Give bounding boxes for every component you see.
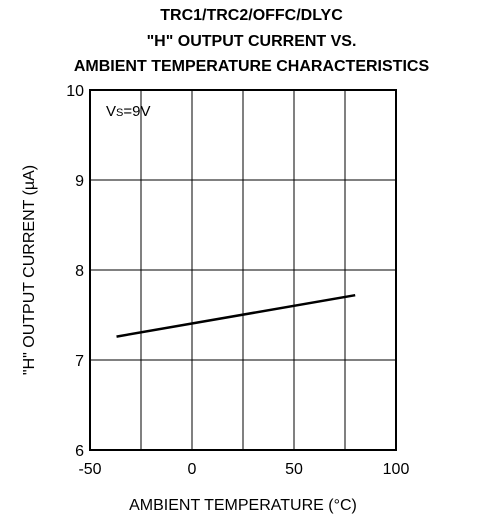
series-line [116, 293, 356, 338]
chart-title-line-3: AMBIENT TEMPERATURE CHARACTERISTICS [73, 58, 430, 75]
condition-label: VS=9V [106, 103, 150, 120]
x-tick-label: 50 [285, 461, 303, 478]
y-tick-label: 6 [75, 443, 84, 460]
tick-labels: -50 0 50 100 6 7 8 9 10 [66, 83, 409, 478]
x-tick-label: 0 [188, 461, 197, 478]
chart-title-line-2: "H" OUTPUT CURRENT VS. [146, 33, 357, 50]
x-axis-label: AMBIENT TEMPERATURE (°C) [129, 497, 357, 514]
x-tick-label: 100 [383, 461, 410, 478]
condition-prefix: V [106, 103, 116, 120]
condition-subscript: S [116, 107, 123, 119]
chart-title-line-1: TRC1/TRC2/OFFC/DLYC [160, 7, 343, 24]
series-layer [116, 293, 356, 338]
y-tick-label: 9 [75, 173, 84, 190]
y-tick-label: 7 [75, 353, 84, 370]
x-tick-label: -50 [78, 461, 101, 478]
grid-lines [90, 90, 396, 450]
plot-frame [89, 89, 397, 451]
condition-suffix: =9V [123, 103, 150, 120]
y-tick-label: 8 [75, 263, 84, 280]
y-axis-label: "H" OUTPUT CURRENT (µA) [21, 165, 38, 375]
y-tick-label: 10 [66, 83, 84, 100]
